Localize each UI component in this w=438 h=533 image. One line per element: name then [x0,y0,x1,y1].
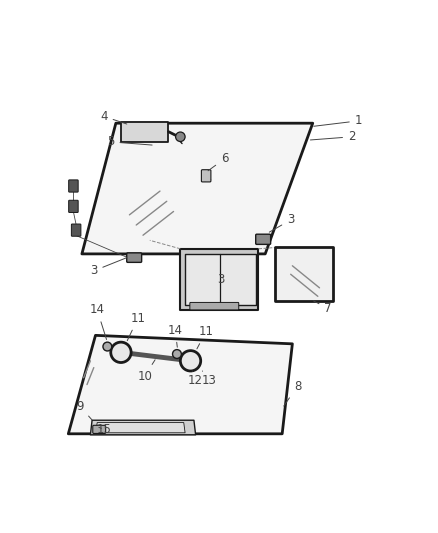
Polygon shape [68,335,293,434]
FancyBboxPatch shape [93,425,106,433]
Polygon shape [96,423,185,433]
Text: 3: 3 [217,273,225,286]
Text: 3: 3 [90,257,127,277]
FancyBboxPatch shape [190,302,239,310]
Text: 13: 13 [202,371,217,387]
Text: 1: 1 [314,114,362,127]
Text: 5: 5 [107,135,152,148]
Polygon shape [276,247,333,302]
Circle shape [176,132,185,142]
Text: 11: 11 [197,326,213,349]
FancyBboxPatch shape [201,169,211,182]
FancyBboxPatch shape [256,234,271,245]
Text: 15: 15 [96,423,111,436]
Polygon shape [180,249,258,310]
FancyBboxPatch shape [69,180,78,192]
Text: 11: 11 [127,312,145,341]
FancyBboxPatch shape [69,200,78,213]
Text: 9: 9 [77,400,92,420]
Text: 4: 4 [100,110,127,124]
Text: 2: 2 [311,130,356,143]
Polygon shape [121,122,169,142]
Text: 12: 12 [188,371,203,387]
Polygon shape [82,123,313,254]
Circle shape [173,350,181,358]
Text: 6: 6 [208,152,228,171]
Circle shape [103,342,112,351]
Text: 14: 14 [168,324,183,347]
FancyBboxPatch shape [127,253,141,262]
Polygon shape [90,420,196,435]
Circle shape [180,351,201,371]
Text: 8: 8 [284,380,301,406]
Text: 14: 14 [90,303,106,340]
Circle shape [111,342,131,362]
Polygon shape [185,254,256,305]
Text: 7: 7 [314,301,332,314]
Text: 3: 3 [269,213,294,232]
Text: 10: 10 [137,360,155,383]
FancyBboxPatch shape [71,224,81,236]
